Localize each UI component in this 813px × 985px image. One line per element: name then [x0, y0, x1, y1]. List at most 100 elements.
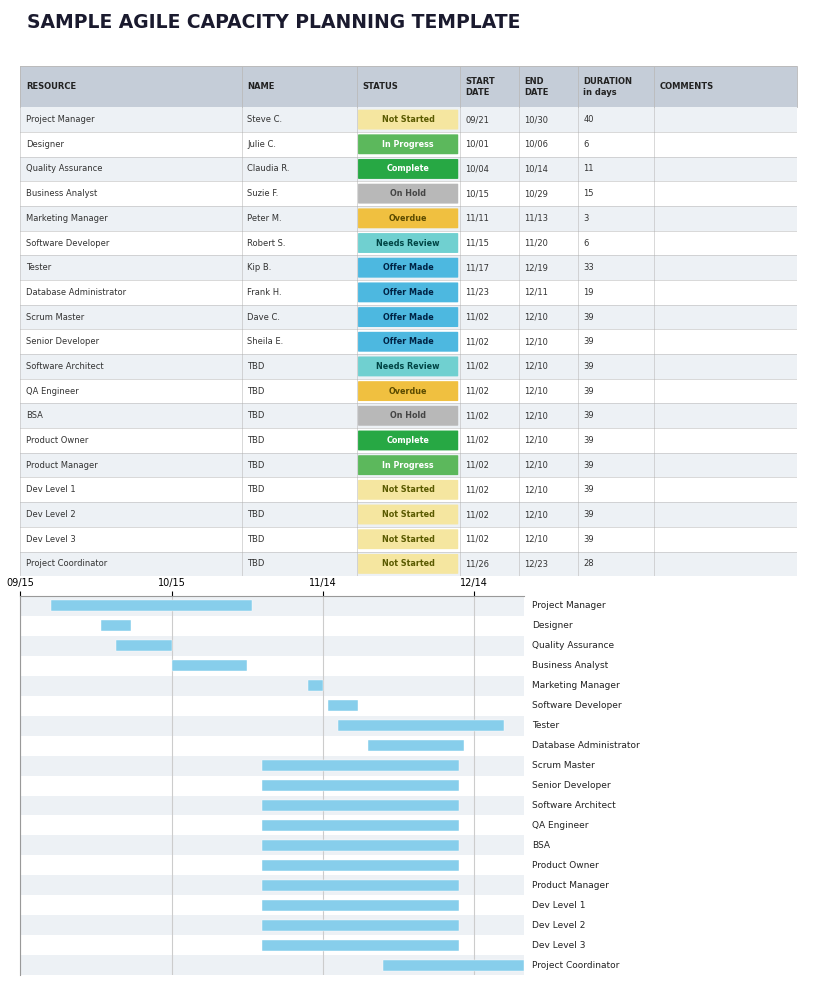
- Text: Sheila E.: Sheila E.: [247, 337, 283, 347]
- Text: 11: 11: [583, 164, 593, 173]
- Text: Peter M.: Peter M.: [247, 214, 281, 223]
- Text: 39: 39: [583, 312, 593, 321]
- Text: Dev Level 3: Dev Level 3: [533, 941, 586, 950]
- Text: 39: 39: [583, 486, 593, 494]
- Bar: [20, 379, 797, 404]
- Text: 12/10: 12/10: [524, 386, 548, 396]
- Bar: [307, 681, 323, 691]
- FancyBboxPatch shape: [358, 554, 459, 574]
- Text: Product Manager: Product Manager: [533, 881, 609, 889]
- Bar: [328, 700, 358, 711]
- Text: START
DATE: START DATE: [465, 77, 495, 97]
- Bar: [20, 181, 797, 206]
- Bar: [172, 660, 247, 671]
- Bar: [20, 955, 524, 975]
- Bar: [20, 255, 797, 280]
- Bar: [20, 453, 797, 478]
- Text: 39: 39: [583, 535, 593, 544]
- Text: Marketing Manager: Marketing Manager: [26, 214, 107, 223]
- Bar: [263, 880, 459, 890]
- Text: On Hold: On Hold: [390, 189, 426, 198]
- Bar: [263, 840, 459, 851]
- Text: 6: 6: [583, 238, 589, 247]
- Text: 11/11: 11/11: [465, 214, 489, 223]
- Text: STATUS: STATUS: [362, 83, 398, 92]
- Text: 11/02: 11/02: [465, 312, 489, 321]
- Bar: [20, 404, 797, 428]
- Bar: [20, 716, 524, 736]
- Text: Complete: Complete: [387, 164, 429, 173]
- Text: BSA: BSA: [26, 412, 42, 421]
- Text: Claudia R.: Claudia R.: [247, 164, 289, 173]
- Text: In Progress: In Progress: [382, 461, 434, 470]
- Text: 12/10: 12/10: [524, 535, 548, 544]
- Text: 11/17: 11/17: [465, 263, 489, 272]
- Text: In Progress: In Progress: [382, 140, 434, 149]
- Bar: [263, 860, 459, 871]
- Text: 12/11: 12/11: [524, 288, 548, 296]
- Text: Senior Developer: Senior Developer: [533, 781, 611, 790]
- Bar: [338, 720, 504, 731]
- Text: Overdue: Overdue: [389, 386, 428, 396]
- Text: Quality Assurance: Quality Assurance: [26, 164, 102, 173]
- Bar: [383, 959, 524, 970]
- Bar: [20, 656, 524, 676]
- FancyBboxPatch shape: [358, 357, 459, 376]
- Bar: [20, 132, 797, 157]
- Text: 11/20: 11/20: [524, 238, 548, 247]
- Bar: [20, 755, 524, 775]
- Bar: [20, 895, 524, 915]
- Bar: [20, 796, 524, 816]
- Bar: [263, 820, 459, 831]
- Text: Kip B.: Kip B.: [247, 263, 272, 272]
- Text: 28: 28: [583, 559, 593, 568]
- FancyBboxPatch shape: [358, 430, 459, 450]
- Text: Product Owner: Product Owner: [26, 436, 88, 445]
- FancyBboxPatch shape: [358, 455, 459, 475]
- Text: Dev Level 1: Dev Level 1: [533, 901, 586, 910]
- Text: 10/06: 10/06: [524, 140, 548, 149]
- Text: 11/02: 11/02: [465, 361, 489, 371]
- Bar: [263, 780, 459, 791]
- Text: Dev Level 2: Dev Level 2: [26, 510, 76, 519]
- Bar: [263, 760, 459, 771]
- FancyBboxPatch shape: [358, 307, 459, 327]
- Text: Overdue: Overdue: [389, 214, 428, 223]
- Text: SAMPLE AGILE CAPACITY PLANNING TEMPLATE: SAMPLE AGILE CAPACITY PLANNING TEMPLATE: [27, 13, 520, 32]
- Bar: [20, 230, 797, 255]
- Bar: [263, 900, 459, 911]
- Text: Frank H.: Frank H.: [247, 288, 281, 296]
- Text: TBD: TBD: [247, 510, 264, 519]
- Text: Quality Assurance: Quality Assurance: [533, 641, 615, 650]
- Text: RESOURCE: RESOURCE: [26, 83, 76, 92]
- Text: Not Started: Not Started: [382, 115, 435, 124]
- Bar: [20, 206, 797, 230]
- Bar: [20, 502, 797, 527]
- Text: Business Analyst: Business Analyst: [533, 661, 609, 670]
- Text: COMMENTS: COMMENTS: [659, 83, 714, 92]
- Bar: [20, 816, 524, 835]
- Text: 39: 39: [583, 361, 593, 371]
- Text: 12/10: 12/10: [524, 361, 548, 371]
- Text: Business Analyst: Business Analyst: [26, 189, 97, 198]
- Text: 11/02: 11/02: [465, 510, 489, 519]
- Text: DURATION
in days: DURATION in days: [583, 77, 633, 97]
- Text: TBD: TBD: [247, 486, 264, 494]
- FancyBboxPatch shape: [358, 406, 459, 426]
- Bar: [20, 157, 797, 181]
- Text: 11/02: 11/02: [465, 412, 489, 421]
- Text: 11/15: 11/15: [465, 238, 489, 247]
- Bar: [20, 695, 524, 716]
- Bar: [20, 855, 524, 876]
- Text: 12/23: 12/23: [524, 559, 548, 568]
- Text: Needs Review: Needs Review: [376, 238, 440, 247]
- FancyBboxPatch shape: [358, 504, 459, 524]
- Text: 11/13: 11/13: [524, 214, 548, 223]
- Text: QA Engineer: QA Engineer: [533, 821, 589, 830]
- Text: 12/10: 12/10: [524, 337, 548, 347]
- Text: Tester: Tester: [533, 721, 559, 730]
- Text: 11/02: 11/02: [465, 461, 489, 470]
- Text: END
DATE: END DATE: [524, 77, 549, 97]
- Text: Product Owner: Product Owner: [533, 861, 599, 870]
- Text: 11/23: 11/23: [465, 288, 489, 296]
